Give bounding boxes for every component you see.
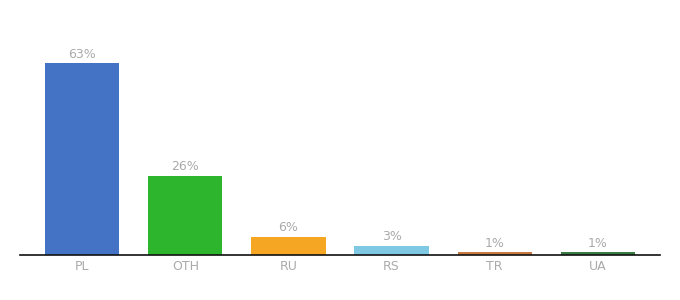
- Text: 1%: 1%: [485, 236, 505, 250]
- Bar: [45, 63, 120, 255]
- Text: 1%: 1%: [588, 236, 608, 250]
- Text: 3%: 3%: [381, 230, 401, 243]
- Bar: [252, 237, 326, 255]
- Bar: [354, 246, 428, 255]
- Bar: [560, 252, 635, 255]
- Bar: [148, 176, 222, 255]
- Text: 6%: 6%: [279, 221, 299, 234]
- Text: 26%: 26%: [171, 160, 199, 173]
- Bar: [458, 252, 532, 255]
- Text: 63%: 63%: [69, 48, 96, 61]
